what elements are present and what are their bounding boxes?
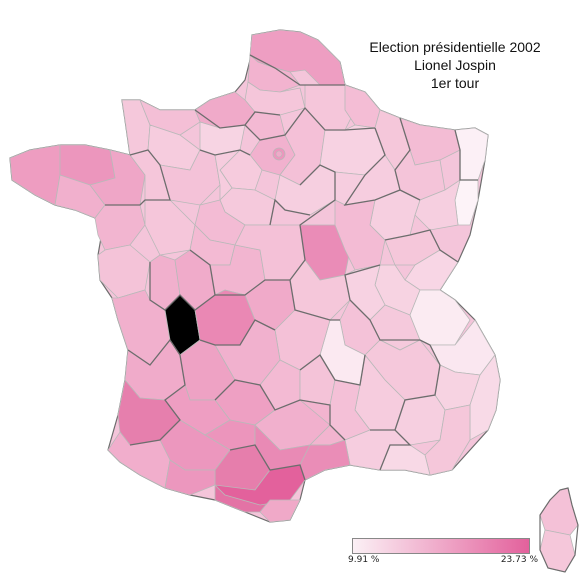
department-haute-corse	[539, 487, 579, 536]
paris-petite-couronne	[272, 147, 286, 161]
department-hautes-pyrenees	[164, 459, 216, 496]
title-line-2: Lionel Jospin	[414, 57, 496, 73]
corsica	[539, 487, 579, 573]
legend-gradient-bar	[352, 538, 530, 554]
department-pyrenees-orientales	[259, 499, 301, 523]
title-line-3: 1er tour	[430, 75, 480, 91]
region-borders	[105, 54, 478, 481]
department-alpes-maritimes	[469, 354, 501, 441]
department-finistere	[9, 144, 61, 206]
department-vosges	[414, 179, 461, 231]
map-title: Election présidentielle 2002 Lionel Josp…	[355, 38, 555, 92]
department-corse-du-sud	[539, 529, 576, 573]
legend-min-label: 9.91 %	[348, 555, 380, 565]
departments	[9, 29, 501, 523]
color-legend: 9.91 % 23.73 %	[348, 538, 538, 572]
legend-max-label: 23.73 %	[500, 555, 538, 565]
title-line-1: Election présidentielle 2002	[369, 39, 541, 55]
